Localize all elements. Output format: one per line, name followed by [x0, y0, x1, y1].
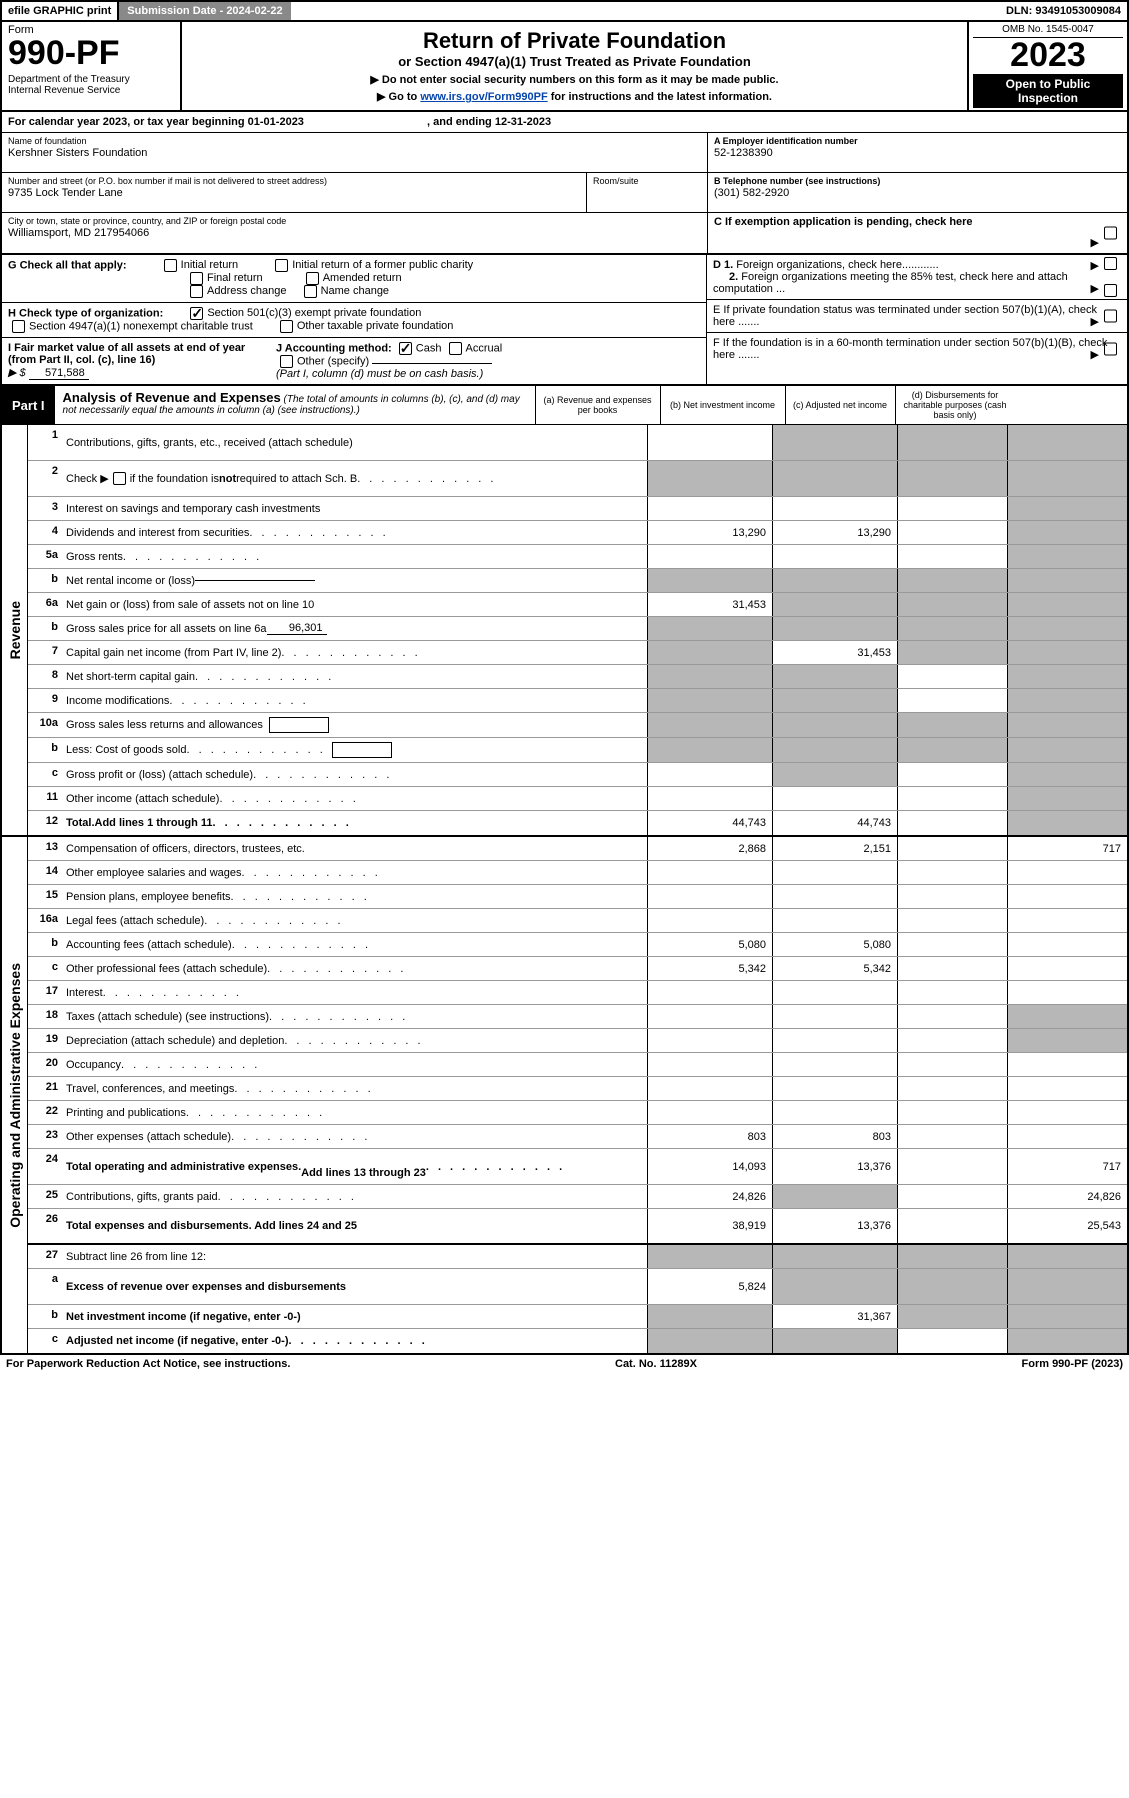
r24-d: 717	[1007, 1149, 1127, 1184]
form-header: Form 990-PF Department of the Treasury I…	[0, 22, 1129, 112]
g-initial-checkbox[interactable]	[164, 259, 177, 272]
r13-a: 2,868	[647, 837, 772, 860]
form-number: 990-PF	[8, 36, 174, 70]
r7-b: 31,453	[772, 641, 897, 664]
footer-mid: Cat. No. 11289X	[615, 1358, 697, 1370]
r16b-a: 5,080	[647, 933, 772, 956]
j-other-checkbox[interactable]	[280, 355, 293, 368]
form-title: Return of Private Foundation	[192, 28, 957, 54]
d2-checkbox[interactable]	[1104, 284, 1117, 297]
col-c-header: (c) Adjusted net income	[785, 386, 895, 424]
form-note-2: ▶ Go to www.irs.gov/Form990PF for instru…	[192, 90, 957, 103]
j-accrual-checkbox[interactable]	[449, 342, 462, 355]
schb-checkbox[interactable]	[113, 472, 126, 485]
city: Williamsport, MD 217954066	[8, 227, 701, 239]
c-checkbox[interactable]	[1104, 227, 1117, 240]
foundation-name: Kershner Sisters Foundation	[8, 147, 701, 159]
ein-label: A Employer identification number	[714, 136, 1121, 146]
h-row: H Check type of organization: Section 50…	[2, 303, 706, 338]
g-namechange-checkbox[interactable]	[304, 285, 317, 298]
part-header: Part I Analysis of Revenue and Expenses …	[0, 386, 1129, 425]
g-final-checkbox[interactable]	[190, 272, 203, 285]
footer-right: Form 990-PF (2023)	[1022, 1358, 1124, 1370]
r16c-b: 5,342	[772, 957, 897, 980]
open-to-public: Open to Public Inspection	[973, 74, 1123, 108]
col-b-header: (b) Net investment income	[660, 386, 785, 424]
g-row: G Check all that apply: Initial return I…	[2, 255, 706, 303]
col-d-header: (d) Disbursements for charitable purpose…	[895, 386, 1015, 424]
r4-b: 13,290	[772, 521, 897, 544]
phone-label: B Telephone number (see instructions)	[714, 176, 1121, 186]
part-title: Analysis of Revenue and Expenses	[63, 390, 281, 405]
r24-a: 14,093	[647, 1149, 772, 1184]
h-4947-checkbox[interactable]	[12, 320, 25, 333]
d-row: D 1. D 1. Foreign organizations, check h…	[707, 255, 1127, 300]
expenses-section: Operating and Administrative Expenses 13…	[0, 837, 1129, 1355]
r6b-val: 96,301	[267, 622, 327, 635]
r12-b: 44,743	[772, 811, 897, 835]
col-a-header: (a) Revenue and expenses per books	[535, 386, 660, 424]
r16b-b: 5,080	[772, 933, 897, 956]
form-link[interactable]: www.irs.gov/Form990PF	[420, 91, 547, 103]
room-label: Room/suite	[593, 176, 701, 186]
ein: 52-1238390	[714, 147, 1121, 159]
f-checkbox[interactable]	[1104, 343, 1117, 356]
r24-b: 13,376	[772, 1149, 897, 1184]
r13-d: 717	[1007, 837, 1127, 860]
form-note-1: ▶ Do not enter social security numbers o…	[192, 73, 957, 86]
e-checkbox[interactable]	[1104, 310, 1117, 323]
revenue-section: Revenue 1Contributions, gifts, grants, e…	[0, 425, 1129, 837]
r26-d: 25,543	[1007, 1209, 1127, 1243]
part-badge: Part I	[2, 386, 55, 424]
r26-a: 38,919	[647, 1209, 772, 1243]
city-label: City or town, state or province, country…	[8, 216, 701, 226]
j-cash-checkbox[interactable]	[399, 342, 412, 355]
f-row: F If the foundation is in a 60-month ter…	[707, 333, 1127, 365]
footer-left: For Paperwork Reduction Act Notice, see …	[6, 1358, 290, 1370]
ij-row: I Fair market value of all assets at end…	[2, 338, 706, 384]
identity-block: Name of foundation Kershner Sisters Foun…	[0, 133, 1129, 255]
name-label: Name of foundation	[8, 136, 701, 146]
period-row: For calendar year 2023, or tax year begi…	[0, 112, 1129, 133]
r13-b: 2,151	[772, 837, 897, 860]
r23-a: 803	[647, 1125, 772, 1148]
d1-checkbox[interactable]	[1104, 257, 1117, 270]
r12-a: 44,743	[647, 811, 772, 835]
r27a-a: 5,824	[647, 1269, 772, 1304]
efile-label: efile GRAPHIC print	[2, 2, 119, 20]
r4-a: 13,290	[647, 521, 772, 544]
period-begin: 01-01-2023	[248, 116, 304, 128]
g-amended-checkbox[interactable]	[306, 272, 319, 285]
r23-b: 803	[772, 1125, 897, 1148]
period-end: 12-31-2023	[495, 116, 551, 128]
g-addrchange-checkbox[interactable]	[190, 285, 203, 298]
expenses-vlabel: Operating and Administrative Expenses	[7, 963, 23, 1228]
footer: For Paperwork Reduction Act Notice, see …	[0, 1355, 1129, 1373]
e-row: E If private foundation status was termi…	[707, 300, 1127, 333]
addr-label: Number and street (or P.O. box number if…	[8, 176, 580, 186]
tax-year: 2023	[973, 38, 1123, 72]
form-subtitle: or Section 4947(a)(1) Trust Treated as P…	[192, 54, 957, 69]
revenue-vlabel: Revenue	[7, 601, 23, 659]
address: 9735 Lock Tender Lane	[8, 187, 580, 199]
r27b-b: 31,367	[772, 1305, 897, 1328]
topbar: efile GRAPHIC print Submission Date - 20…	[0, 0, 1129, 22]
g-initial-public-checkbox[interactable]	[275, 259, 288, 272]
fmv-value: 571,588	[29, 367, 89, 380]
department: Department of the Treasury Internal Reve…	[8, 74, 174, 96]
r26-b: 13,376	[772, 1209, 897, 1243]
h-501c3-checkbox[interactable]	[190, 307, 203, 320]
phone: (301) 582-2920	[714, 187, 1121, 199]
r6a-a: 31,453	[647, 593, 772, 616]
submission-date: Submission Date - 2024-02-22	[119, 2, 290, 20]
r16c-a: 5,342	[647, 957, 772, 980]
h-other-checkbox[interactable]	[280, 320, 293, 333]
c-label: C If exemption application is pending, c…	[714, 216, 973, 228]
checks-grid: G Check all that apply: Initial return I…	[0, 255, 1129, 386]
dln: DLN: 93491053009084	[1000, 2, 1127, 20]
r25-d: 24,826	[1007, 1185, 1127, 1208]
r25-a: 24,826	[647, 1185, 772, 1208]
